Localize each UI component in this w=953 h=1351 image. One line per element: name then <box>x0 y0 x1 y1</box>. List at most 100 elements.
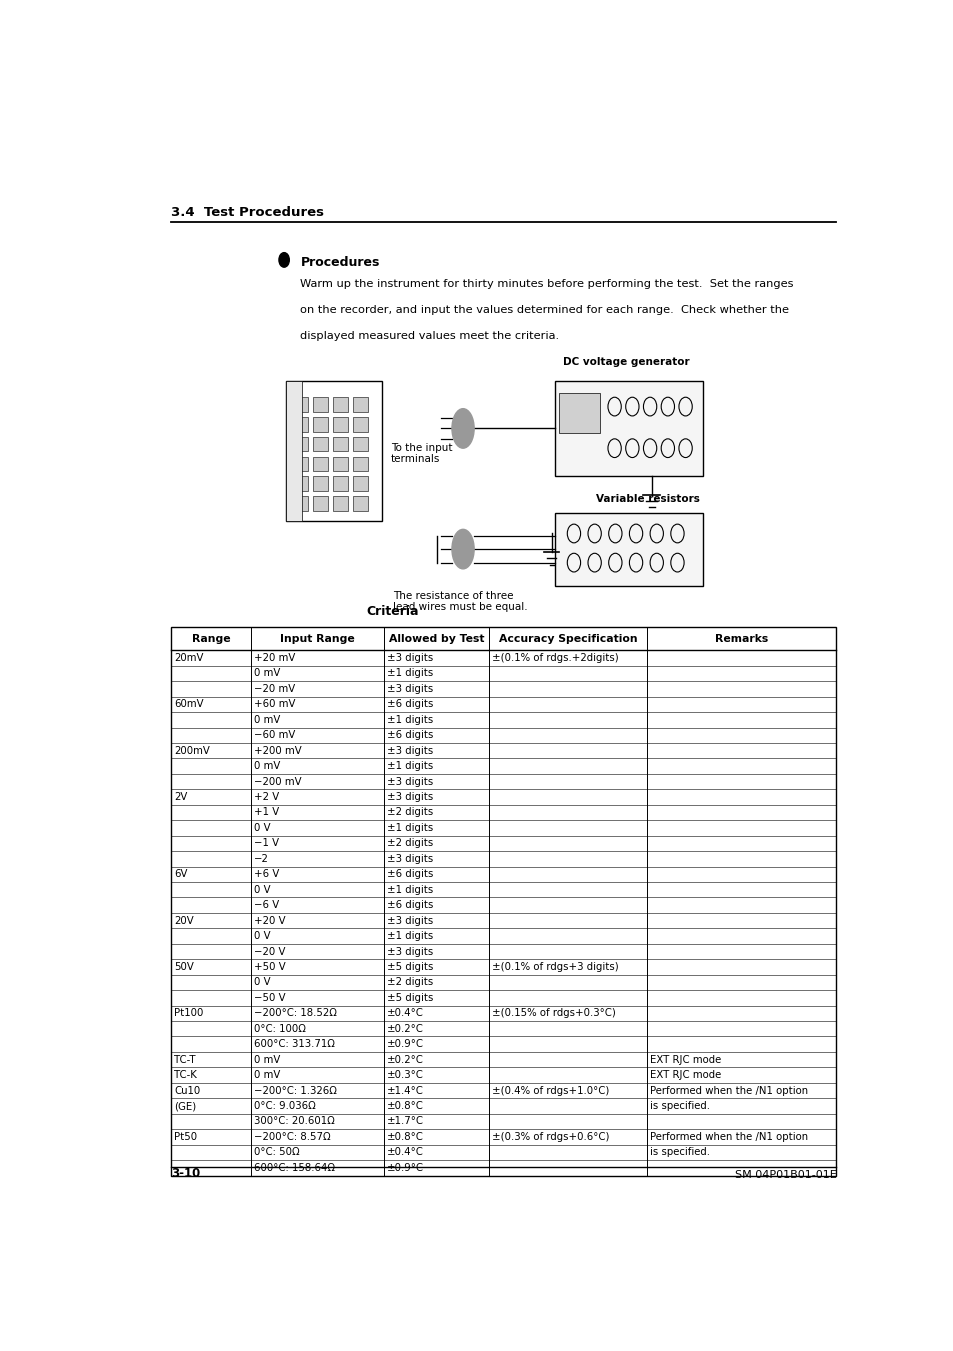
Text: ±2 digits: ±2 digits <box>387 977 433 988</box>
Text: 0 mV: 0 mV <box>253 1055 280 1065</box>
Text: −6 V: −6 V <box>253 900 278 911</box>
Ellipse shape <box>452 408 474 449</box>
Bar <box>313 417 328 431</box>
Text: 2V: 2V <box>173 792 187 802</box>
Text: 0 mV: 0 mV <box>253 761 280 771</box>
Text: −200°C: 1.326Ω: −200°C: 1.326Ω <box>253 1086 336 1096</box>
Text: ±(0.4% of rdgs+1.0°C): ±(0.4% of rdgs+1.0°C) <box>492 1086 609 1096</box>
Text: Pt50: Pt50 <box>173 1132 197 1142</box>
Bar <box>293 397 308 412</box>
Bar <box>558 393 599 432</box>
Bar <box>555 381 702 477</box>
Text: Performed when the /N1 option: Performed when the /N1 option <box>649 1086 807 1096</box>
Text: ±(0.1% of rdgs.+2digits): ±(0.1% of rdgs.+2digits) <box>492 653 618 663</box>
Text: ±3 digits: ±3 digits <box>387 854 433 863</box>
Text: ±2 digits: ±2 digits <box>387 808 433 817</box>
Text: 0°C: 9.036Ω: 0°C: 9.036Ω <box>253 1101 315 1111</box>
Text: 0 V: 0 V <box>253 823 270 834</box>
Text: ±1 digits: ±1 digits <box>387 885 433 894</box>
Text: ±1 digits: ±1 digits <box>387 761 433 771</box>
Text: 50V: 50V <box>173 962 193 971</box>
Text: 0 V: 0 V <box>253 977 270 988</box>
Text: +2 V: +2 V <box>253 792 278 802</box>
Text: −200°C: 18.52Ω: −200°C: 18.52Ω <box>253 1008 336 1019</box>
Bar <box>353 436 367 451</box>
Ellipse shape <box>452 530 474 569</box>
Text: ±1 digits: ±1 digits <box>387 715 433 724</box>
Text: −1 V: −1 V <box>253 839 278 848</box>
Text: −2: −2 <box>253 854 269 863</box>
Text: ±0.4°C: ±0.4°C <box>387 1147 423 1158</box>
Bar <box>555 512 702 585</box>
Bar <box>313 477 328 490</box>
Bar <box>333 496 347 511</box>
Text: ±1.4°C: ±1.4°C <box>387 1086 423 1096</box>
Bar <box>313 436 328 451</box>
Bar <box>285 381 301 521</box>
Text: ±6 digits: ±6 digits <box>387 731 433 740</box>
Text: +6 V: +6 V <box>253 869 279 880</box>
Text: Warm up the instrument for thirty minutes before performing the test.  Set the r: Warm up the instrument for thirty minute… <box>300 278 793 289</box>
Bar <box>333 477 347 490</box>
Text: Allowed by Test: Allowed by Test <box>388 634 484 643</box>
Text: 0 mV: 0 mV <box>253 715 280 724</box>
Text: Cu10: Cu10 <box>173 1086 200 1096</box>
Text: −50 V: −50 V <box>253 993 285 1002</box>
Bar <box>353 417 367 431</box>
Text: 0 V: 0 V <box>253 931 270 942</box>
Text: Pt100: Pt100 <box>173 1008 203 1019</box>
Text: Range: Range <box>192 634 230 643</box>
Text: ±3 digits: ±3 digits <box>387 947 433 957</box>
Text: 3.4  Test Procedures: 3.4 Test Procedures <box>171 207 324 219</box>
Text: ±6 digits: ±6 digits <box>387 869 433 880</box>
Text: +200 mV: +200 mV <box>253 746 301 755</box>
Bar <box>293 417 308 431</box>
Text: displayed measured values meet the criteria.: displayed measured values meet the crite… <box>300 331 558 340</box>
Text: −20 mV: −20 mV <box>253 684 294 694</box>
Text: ±5 digits: ±5 digits <box>387 993 433 1002</box>
Text: 60mV: 60mV <box>173 700 203 709</box>
Bar <box>353 457 367 471</box>
Bar <box>293 436 308 451</box>
Bar <box>293 477 308 490</box>
Bar <box>313 457 328 471</box>
Text: ±1 digits: ±1 digits <box>387 823 433 834</box>
Text: 3-10: 3-10 <box>171 1166 200 1179</box>
Text: 20mV: 20mV <box>173 653 203 663</box>
Text: is specified.: is specified. <box>649 1147 709 1158</box>
Text: Procedures: Procedures <box>300 255 379 269</box>
Text: 0 mV: 0 mV <box>253 669 280 678</box>
Text: 0°C: 100Ω: 0°C: 100Ω <box>253 1024 305 1034</box>
Text: +20 V: +20 V <box>253 916 285 925</box>
Text: 600°C: 158.64Ω: 600°C: 158.64Ω <box>253 1163 335 1173</box>
Text: ±3 digits: ±3 digits <box>387 792 433 802</box>
Text: ±3 digits: ±3 digits <box>387 777 433 786</box>
Text: −200°C: 8.57Ω: −200°C: 8.57Ω <box>253 1132 330 1142</box>
Text: −20 V: −20 V <box>253 947 285 957</box>
Text: ±(0.3% of rdgs+0.6°C): ±(0.3% of rdgs+0.6°C) <box>492 1132 609 1142</box>
Bar <box>333 397 347 412</box>
Text: ±3 digits: ±3 digits <box>387 653 433 663</box>
Text: −60 mV: −60 mV <box>253 731 294 740</box>
Text: ±0.3°C: ±0.3°C <box>387 1070 423 1079</box>
Text: SM 04P01B01-01E: SM 04P01B01-01E <box>734 1170 836 1179</box>
Text: ±(0.1% of rdgs+3 digits): ±(0.1% of rdgs+3 digits) <box>492 962 618 971</box>
Text: 0 V: 0 V <box>253 885 270 894</box>
Text: EXT RJC mode: EXT RJC mode <box>649 1070 720 1079</box>
Bar <box>313 397 328 412</box>
Text: −200 mV: −200 mV <box>253 777 301 786</box>
Bar <box>353 397 367 412</box>
Text: Accuracy Specification: Accuracy Specification <box>498 634 637 643</box>
Text: on the recorder, and input the values determined for each range.  Check whether : on the recorder, and input the values de… <box>300 304 788 315</box>
Text: ±0.2°C: ±0.2°C <box>387 1024 423 1034</box>
Text: ±0.8°C: ±0.8°C <box>387 1101 423 1111</box>
Text: ±6 digits: ±6 digits <box>387 900 433 911</box>
Text: 300°C: 20.601Ω: 300°C: 20.601Ω <box>253 1116 335 1127</box>
Text: 200mV: 200mV <box>173 746 210 755</box>
Bar <box>333 457 347 471</box>
Text: Criteria: Criteria <box>366 605 418 617</box>
Text: ±2 digits: ±2 digits <box>387 839 433 848</box>
Text: Remarks: Remarks <box>715 634 767 643</box>
Bar <box>353 496 367 511</box>
Bar <box>353 477 367 490</box>
